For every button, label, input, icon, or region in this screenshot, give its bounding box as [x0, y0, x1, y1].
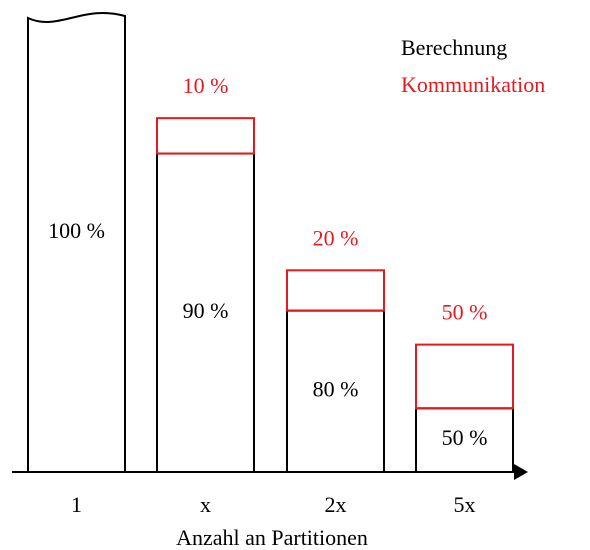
- bar-segment: [156, 117, 255, 155]
- legend-entry: Kommunikation: [401, 72, 545, 97]
- legend-entry: Berechnung: [401, 35, 507, 60]
- x-axis-label: Anzahl an Partitionen: [176, 525, 368, 550]
- data-label: 100 %: [48, 218, 105, 243]
- x-tick-label: 2x: [325, 492, 347, 517]
- data-label: 90 %: [183, 298, 229, 323]
- data-label: 10 %: [183, 73, 229, 98]
- x-tick-label: 1: [71, 492, 82, 517]
- bar-segment: [415, 343, 514, 410]
- data-label: 50 %: [442, 425, 488, 450]
- data-label: 80 %: [313, 376, 359, 401]
- bar-segment: [286, 269, 385, 312]
- bar-segment: [27, 11, 126, 472]
- x-tick-label: x: [200, 492, 211, 517]
- x-tick-label: 5x: [454, 492, 476, 517]
- data-label: 20 %: [313, 225, 359, 250]
- x-axis-arrow: [514, 464, 528, 480]
- data-label: 50 %: [442, 300, 488, 325]
